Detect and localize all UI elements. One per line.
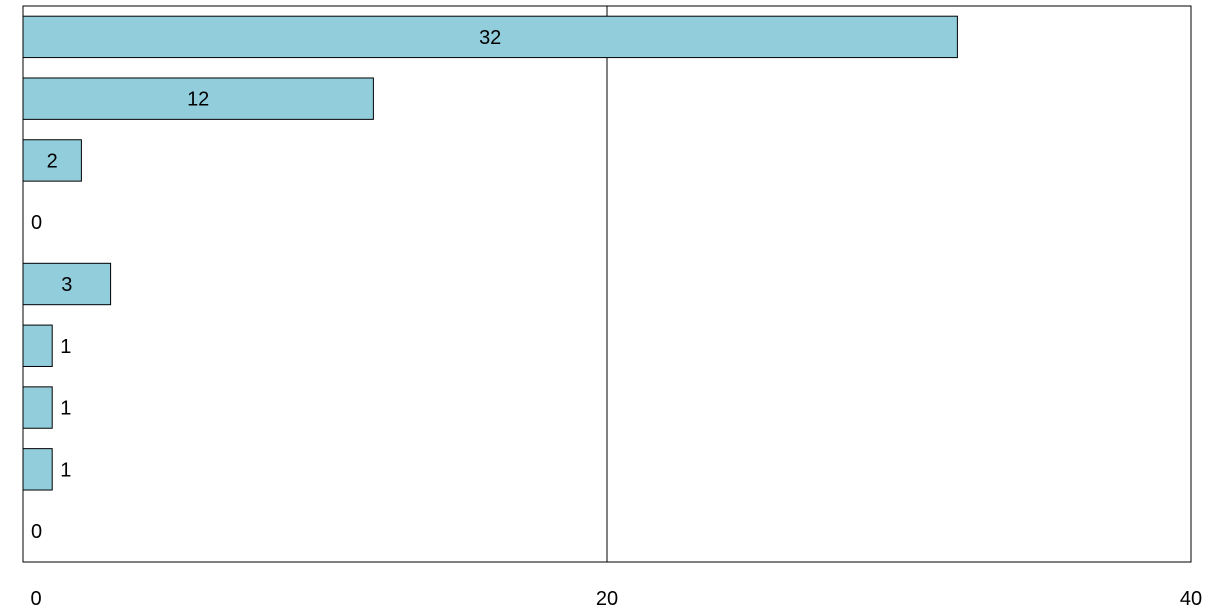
bar-value-label: 32 <box>479 27 501 49</box>
bar-value-label: 1 <box>60 398 71 420</box>
x-tick-label: 20 <box>596 588 618 610</box>
bar <box>22 139 82 182</box>
x-axis: 0 20 40 <box>30 588 1202 610</box>
bar <box>22 324 53 367</box>
bar <box>22 386 53 429</box>
bars-group <box>22 15 958 491</box>
bar <box>22 262 112 306</box>
bar-value-label: 1 <box>60 336 71 358</box>
bar <box>22 77 374 120</box>
x-tick-label: 0 <box>30 588 41 610</box>
bar-labels-group: 32 12 2 0 3 1 1 1 0 <box>31 27 501 543</box>
bar <box>22 15 958 59</box>
bar-value-label: 0 <box>31 521 42 543</box>
bar-value-label: 2 <box>47 150 58 172</box>
bar-value-label: 0 <box>31 212 42 234</box>
bar-value-label: 1 <box>60 459 71 481</box>
bar <box>22 448 53 491</box>
bar-value-label: 12 <box>187 89 209 111</box>
bar-value-label: 3 <box>61 274 72 296</box>
x-tick-label: 40 <box>1180 588 1202 610</box>
